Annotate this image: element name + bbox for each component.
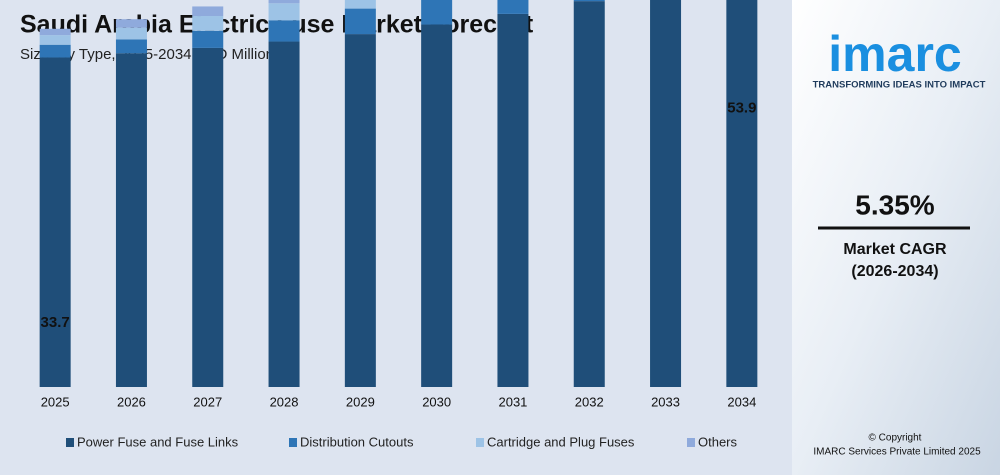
x-tick-label: 2031 [498, 394, 527, 409]
bar-segment [497, 0, 529, 14]
tagline: TRANSFORMING IDEAS INTO IMPACT [813, 80, 986, 91]
sidebar-background [792, 0, 1000, 475]
total-label: 53.9 [727, 99, 756, 116]
legend-label: Cartridge and Plug Fuses [487, 434, 635, 449]
bar-segment [115, 27, 147, 40]
legend-label: Power Fuse and Fuse Links [77, 434, 239, 449]
cagr-label: Market CAGR [843, 241, 947, 258]
bar-segment [115, 53, 147, 388]
company: IMARC Services Private Limited 2025 [813, 447, 981, 458]
bar-segment [39, 28, 71, 36]
bar-segment [726, 0, 758, 388]
bar-segment [192, 6, 224, 17]
bar-segment [650, 0, 682, 387]
bar-segment [115, 39, 147, 54]
x-tick-label: 2025 [41, 394, 70, 409]
bar-segment [268, 3, 300, 21]
bar-segment [39, 44, 71, 58]
bar-segment [268, 41, 300, 387]
bar-segment [344, 34, 376, 388]
logo: imarc [828, 26, 961, 82]
bar-segment [268, 0, 300, 4]
bar-segment [192, 30, 224, 48]
bar-segment [344, 8, 376, 35]
bar-segment [497, 13, 529, 388]
x-tick-label: 2033 [651, 394, 680, 409]
legend-label: Others [698, 434, 738, 449]
bar-segment [39, 35, 71, 45]
x-tick-label: 2032 [575, 394, 604, 409]
bar-segment [573, 0, 605, 2]
cagr-period: (2026-2034) [851, 263, 938, 280]
x-tick-label: 2034 [727, 394, 756, 409]
bar-segment [421, 24, 453, 387]
bar-segment [573, 1, 605, 388]
copyright: © Copyright [869, 433, 922, 444]
legend-swatch [687, 438, 695, 447]
x-tick-label: 2030 [422, 394, 451, 409]
legend-swatch [66, 438, 74, 447]
bar-segment [115, 19, 147, 28]
x-tick-label: 2026 [117, 394, 146, 409]
bar-segment [421, 0, 453, 25]
bar-segment [39, 57, 71, 388]
legend-swatch [476, 438, 484, 447]
x-tick-label: 2027 [193, 394, 222, 409]
cagr-value: 5.35% [855, 189, 934, 220]
bar-segment [268, 20, 300, 42]
bar-segment [192, 16, 224, 31]
total-label: 33.7 [41, 314, 70, 331]
legend-label: Distribution Cutouts [300, 434, 414, 449]
bar-segment [192, 47, 224, 387]
x-tick-label: 2029 [346, 394, 375, 409]
bar-segment [344, 0, 376, 9]
legend-swatch [289, 438, 297, 447]
x-tick-label: 2028 [270, 394, 299, 409]
